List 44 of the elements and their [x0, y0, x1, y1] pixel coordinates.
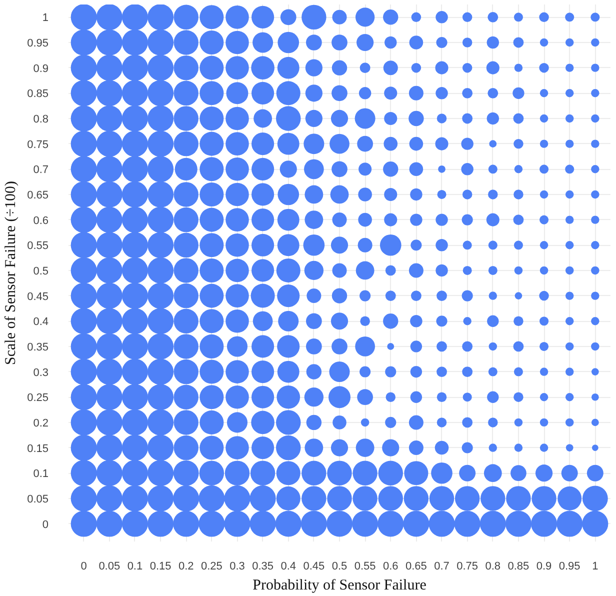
y-tick-label: 0.55 — [27, 240, 49, 252]
y-tick-label: 0.75 — [27, 138, 49, 151]
y-tick-label: 0.35 — [27, 341, 49, 354]
x-tick-label: 0.4 — [280, 560, 296, 572]
x-tick-label: 0.15 — [150, 560, 172, 572]
x-tick-label: 0.7 — [434, 560, 450, 572]
x-tick-label: 1 — [592, 560, 598, 572]
y-tick-label: 0.05 — [27, 493, 49, 506]
y-axis-title: Scale of Sensor Failure (÷100) — [3, 180, 20, 366]
x-tick-label: 0.3 — [230, 560, 245, 572]
x-axis-title: Probability of Sensor Failure — [252, 578, 427, 594]
y-tick-label: 0.2 — [33, 417, 49, 430]
x-tick-label: 0.65 — [405, 560, 427, 572]
x-tick-label: 0.2 — [178, 560, 194, 572]
y-tick-label: 0 — [42, 518, 49, 531]
x-tick-label: 0.5 — [332, 560, 348, 572]
y-tick-label: 0.3 — [33, 366, 49, 379]
y-tick-label: 0.8 — [33, 113, 49, 126]
y-tick-label: 0.1 — [33, 468, 49, 480]
y-tick-label: 0.4 — [33, 316, 49, 328]
y-tick-label: 1 — [42, 12, 49, 24]
y-tick-label: 0.45 — [27, 290, 49, 303]
y-tick-label: 0.6 — [33, 214, 49, 227]
y-tick-label: 0.85 — [27, 88, 49, 100]
x-tick-label: 0.45 — [303, 560, 325, 572]
y-tick-label: 0.15 — [27, 442, 49, 455]
y-tick-label: 0.9 — [33, 62, 49, 75]
x-tick-label: 0.95 — [558, 560, 580, 572]
x-tick-label: 0.05 — [98, 560, 120, 572]
x-tick-label: 0.35 — [252, 560, 274, 572]
x-tick-label: 0 — [80, 560, 87, 572]
x-tick-label: 0.75 — [456, 560, 478, 572]
y-tick-label: 0.7 — [33, 164, 49, 176]
x-tick-label: 0.8 — [485, 560, 501, 572]
x-tick-label: 0.25 — [200, 560, 222, 572]
x-tick-label: 0.55 — [354, 560, 376, 572]
x-tick-label: 0.9 — [536, 560, 552, 572]
y-tick-label: 0.5 — [33, 265, 49, 278]
y-tick-label: 0.65 — [27, 189, 49, 202]
x-tick-label: 0.85 — [508, 560, 530, 572]
y-tick-label: 0.25 — [27, 392, 49, 404]
x-tick-label: 0.6 — [382, 560, 398, 572]
x-tick-label: 0.1 — [127, 560, 143, 572]
y-tick-label: 0.95 — [27, 37, 49, 50]
